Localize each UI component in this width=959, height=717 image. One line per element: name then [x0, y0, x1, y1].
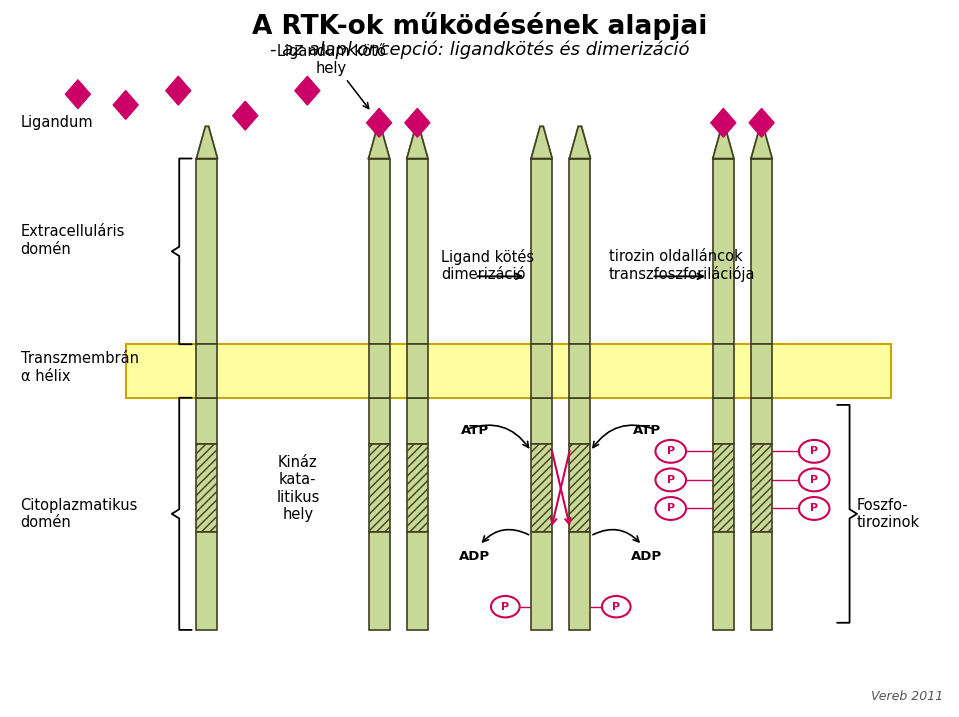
Text: P: P — [502, 602, 509, 612]
Bar — [368, 533, 389, 630]
Polygon shape — [295, 77, 319, 105]
Bar — [570, 445, 591, 533]
Bar — [126, 344, 891, 398]
Text: ADP: ADP — [459, 550, 490, 564]
Bar — [407, 344, 428, 398]
Polygon shape — [405, 108, 430, 137]
Polygon shape — [570, 126, 591, 158]
Bar — [713, 445, 734, 533]
Bar — [531, 344, 552, 398]
Polygon shape — [531, 126, 552, 158]
Text: ATP: ATP — [460, 424, 489, 437]
Bar — [751, 398, 772, 445]
Bar — [713, 533, 734, 630]
Bar — [197, 445, 218, 533]
Text: ATP: ATP — [633, 424, 661, 437]
Text: A RTK-ok működésének alapjai: A RTK-ok működésének alapjai — [252, 12, 707, 40]
Bar — [570, 398, 591, 445]
Polygon shape — [233, 101, 258, 130]
Bar — [368, 398, 389, 445]
Text: Ligand kötés
dimerizáció: Ligand kötés dimerizáció — [441, 249, 534, 282]
Bar — [751, 533, 772, 630]
Text: P: P — [810, 475, 818, 485]
Text: P: P — [810, 447, 818, 456]
Text: Vereb 2011: Vereb 2011 — [871, 690, 944, 703]
Polygon shape — [166, 77, 191, 105]
Text: Kináz
kata-
litikus
hely: Kináz kata- litikus hely — [276, 455, 319, 522]
Text: Foszfo-
tirozinok: Foszfo- tirozinok — [856, 498, 920, 530]
Bar — [713, 158, 734, 344]
Bar — [751, 158, 772, 344]
Bar — [368, 158, 389, 344]
Polygon shape — [711, 108, 736, 137]
Polygon shape — [407, 126, 428, 158]
Text: P: P — [667, 475, 675, 485]
Bar — [368, 445, 389, 533]
Bar — [570, 158, 591, 344]
Text: P: P — [612, 602, 620, 612]
Bar — [751, 344, 772, 398]
Bar — [197, 398, 218, 445]
Polygon shape — [749, 108, 774, 137]
Text: P: P — [810, 503, 818, 513]
Text: P: P — [667, 503, 675, 513]
Text: - az alapkoncepció: ligandkötés és dimerizáció: - az alapkoncepció: ligandkötés és dimer… — [269, 41, 690, 60]
Text: Citoplazmatikus
domén: Citoplazmatikus domén — [20, 498, 138, 530]
Bar — [531, 445, 552, 533]
Bar — [197, 158, 218, 344]
Bar — [407, 158, 428, 344]
Bar — [570, 344, 591, 398]
Bar — [197, 344, 218, 398]
Bar — [407, 533, 428, 630]
Text: Extracelluláris
domén: Extracelluláris domén — [20, 224, 125, 257]
Text: Ligandum: Ligandum — [20, 115, 93, 130]
Bar — [407, 445, 428, 533]
Bar — [570, 533, 591, 630]
Polygon shape — [65, 80, 90, 108]
Text: P: P — [667, 447, 675, 456]
Polygon shape — [197, 126, 218, 158]
Polygon shape — [113, 90, 138, 119]
Bar — [531, 398, 552, 445]
Bar — [197, 533, 218, 630]
Text: tirozin oldalláncok
transzfoszforilációja: tirozin oldalláncok transzfoszforilációj… — [609, 249, 755, 282]
Bar — [713, 344, 734, 398]
Text: ADP: ADP — [631, 550, 663, 564]
Polygon shape — [368, 126, 389, 158]
Bar — [751, 445, 772, 533]
Bar — [531, 158, 552, 344]
Bar — [713, 398, 734, 445]
Text: Transzmembrán
α hélix: Transzmembrán α hélix — [20, 351, 138, 384]
Bar — [368, 344, 389, 398]
Polygon shape — [751, 126, 772, 158]
Polygon shape — [366, 108, 391, 137]
Bar — [407, 398, 428, 445]
Bar — [531, 533, 552, 630]
Polygon shape — [713, 126, 734, 158]
Text: Ligandum kötő
hely: Ligandum kötő hely — [277, 43, 386, 77]
